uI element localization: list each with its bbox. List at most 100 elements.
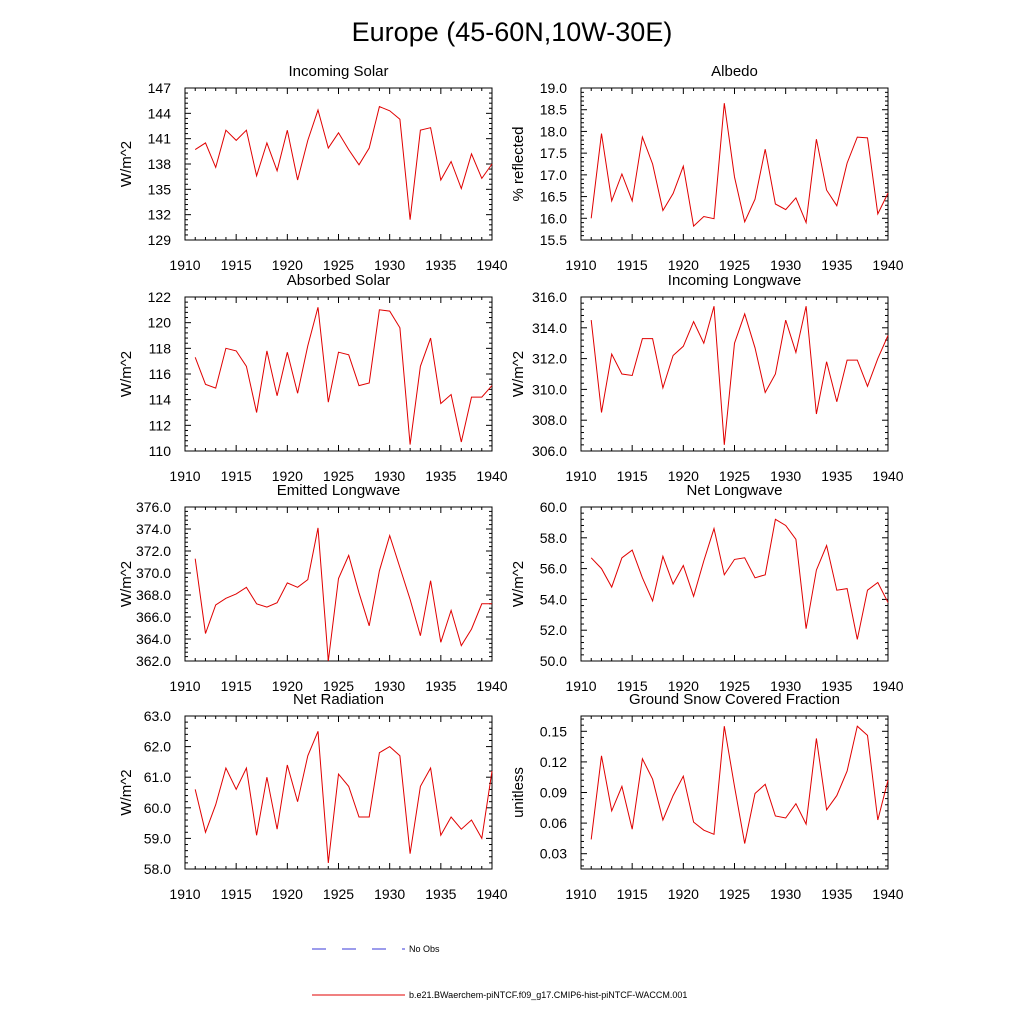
x-tick-label: 1935	[425, 678, 456, 694]
panel-absorbed-solar: Absorbed Solar 1910 1915 1920 1925 1930 1935 19…	[118, 272, 508, 484]
y-tick-label: 366.0	[136, 609, 171, 625]
y-tick-label: 50.0	[540, 653, 567, 669]
y-tick-label: 312.0	[532, 351, 567, 367]
y-axis-label: W/m^2	[510, 351, 527, 397]
y-tick-label: 310.0	[532, 381, 567, 397]
panel-incoming-longwave: Incoming Longwave 1910 1915 1920 1925 1930 193…	[510, 272, 904, 484]
y-tick-label: 374.0	[136, 521, 171, 537]
panel-emitted-longwave: Emitted Longwave 1910 1915 1920 1925 1930 1935…	[118, 482, 508, 694]
x-tick-label: 1915	[617, 468, 648, 484]
x-tick-label: 1930	[770, 468, 801, 484]
panel-title: Incoming Longwave	[668, 272, 801, 289]
x-tick-label: 1925	[323, 678, 354, 694]
legend: No Obs b.e21.BWaerchem-piNTCF.f09_g17.CM…	[312, 944, 687, 1000]
y-axis-label: W/m^2	[118, 769, 135, 815]
y-tick-label: 58.0	[540, 530, 567, 546]
y-axis-label: W/m^2	[510, 561, 527, 607]
y-tick-label: 17.5	[540, 145, 567, 161]
panel-title: Net Longwave	[687, 482, 783, 499]
x-tick-label: 1940	[872, 886, 903, 902]
x-tick-label: 1920	[668, 886, 699, 902]
x-tick-label: 1925	[719, 886, 750, 902]
plot-frame	[580, 87, 889, 241]
y-tick-label: 138	[148, 156, 172, 172]
x-tick-label: 1915	[221, 257, 252, 273]
plot-frame	[580, 715, 889, 870]
y-tick-label: 16.0	[540, 210, 567, 226]
x-tick-label: 1935	[425, 886, 456, 902]
x-tick-label: 1920	[668, 257, 699, 273]
y-tick-label: 118	[149, 340, 172, 356]
y-tick-label: 54.0	[540, 591, 567, 607]
y-axis-label: W/m^2	[118, 351, 135, 397]
y-tick-label: 110	[149, 443, 172, 459]
x-tick-label: 1925	[323, 886, 354, 902]
panel-title: Albedo	[711, 63, 758, 80]
y-tick-label: 362.0	[136, 653, 171, 669]
x-tick-label: 1930	[374, 257, 405, 273]
x-tick-label: 1910	[169, 678, 200, 694]
y-tick-label: 0.03	[540, 846, 567, 862]
panel-title: Emitted Longwave	[277, 482, 400, 499]
x-tick-label: 1935	[821, 257, 852, 273]
y-tick-label: 368.0	[136, 587, 171, 603]
x-tick-label: 1910	[169, 468, 200, 484]
y-tick-label: 370.0	[136, 565, 171, 581]
y-tick-label: 306.0	[532, 443, 567, 459]
plot-frame	[184, 506, 493, 662]
x-tick-label: 1910	[565, 886, 596, 902]
x-tick-label: 1920	[272, 257, 303, 273]
y-tick-label: 17.0	[540, 167, 567, 183]
panel-net-longwave: Net Longwave 1910 1915 1920 1925 1930 1935 1940…	[510, 482, 904, 694]
plot-frame	[184, 87, 493, 241]
x-tick-label: 1915	[617, 257, 648, 273]
x-tick-label: 1910	[169, 886, 200, 902]
series-line	[590, 518, 889, 640]
y-axis-label: unitless	[510, 767, 527, 818]
x-tick-label: 1925	[719, 468, 750, 484]
series-line	[194, 527, 492, 662]
y-tick-label: 15.5	[540, 232, 567, 248]
x-tick-label: 1940	[872, 257, 903, 273]
series-line	[194, 307, 493, 445]
x-tick-label: 1940	[872, 468, 903, 484]
y-tick-label: 56.0	[540, 561, 567, 577]
y-tick-label: 60.0	[540, 499, 567, 515]
x-tick-label: 1940	[476, 468, 507, 484]
x-tick-label: 1935	[821, 678, 852, 694]
x-tick-label: 1925	[719, 257, 750, 273]
x-tick-label: 1920	[668, 468, 699, 484]
series-line	[590, 103, 889, 228]
x-tick-label: 1930	[374, 886, 405, 902]
x-tick-label: 1920	[272, 468, 303, 484]
x-tick-label: 1910	[169, 257, 200, 273]
panels-group: Incoming Solar 1910 1915 1920 1925 1930 1935 19…	[118, 63, 904, 902]
y-tick-label: 141	[148, 131, 172, 147]
y-tick-label: 0.09	[540, 785, 567, 801]
x-tick-label: 1925	[323, 257, 354, 273]
x-tick-label: 1935	[821, 468, 852, 484]
y-tick-label: 61.0	[144, 769, 171, 785]
x-tick-label: 1935	[425, 257, 456, 273]
panel-title: Absorbed Solar	[287, 272, 390, 289]
series-line	[194, 731, 493, 863]
series-line	[590, 725, 889, 844]
x-tick-label: 1920	[668, 678, 699, 694]
y-tick-label: 60.0	[144, 800, 171, 816]
y-tick-label: 63.0	[144, 708, 171, 724]
y-tick-label: 308.0	[532, 412, 567, 428]
legend-model-label: b.e21.BWaerchem-piNTCF.f09_g17.CMIP6-his…	[409, 990, 687, 1000]
x-tick-label: 1920	[272, 886, 303, 902]
panel-net-radiation: Net Radiation 1910 1915 1920 1925 1930 1935 194…	[118, 691, 508, 902]
panel-title: Net Radiation	[293, 691, 384, 708]
x-tick-label: 1920	[272, 678, 303, 694]
y-tick-label: 62.0	[144, 739, 171, 755]
y-axis-label: W/m^2	[118, 141, 135, 187]
x-tick-label: 1940	[872, 678, 903, 694]
y-tick-label: 132	[148, 207, 172, 223]
y-tick-label: 129	[148, 232, 172, 248]
x-tick-label: 1925	[719, 678, 750, 694]
y-tick-label: 59.0	[144, 830, 171, 846]
x-tick-label: 1930	[374, 468, 405, 484]
